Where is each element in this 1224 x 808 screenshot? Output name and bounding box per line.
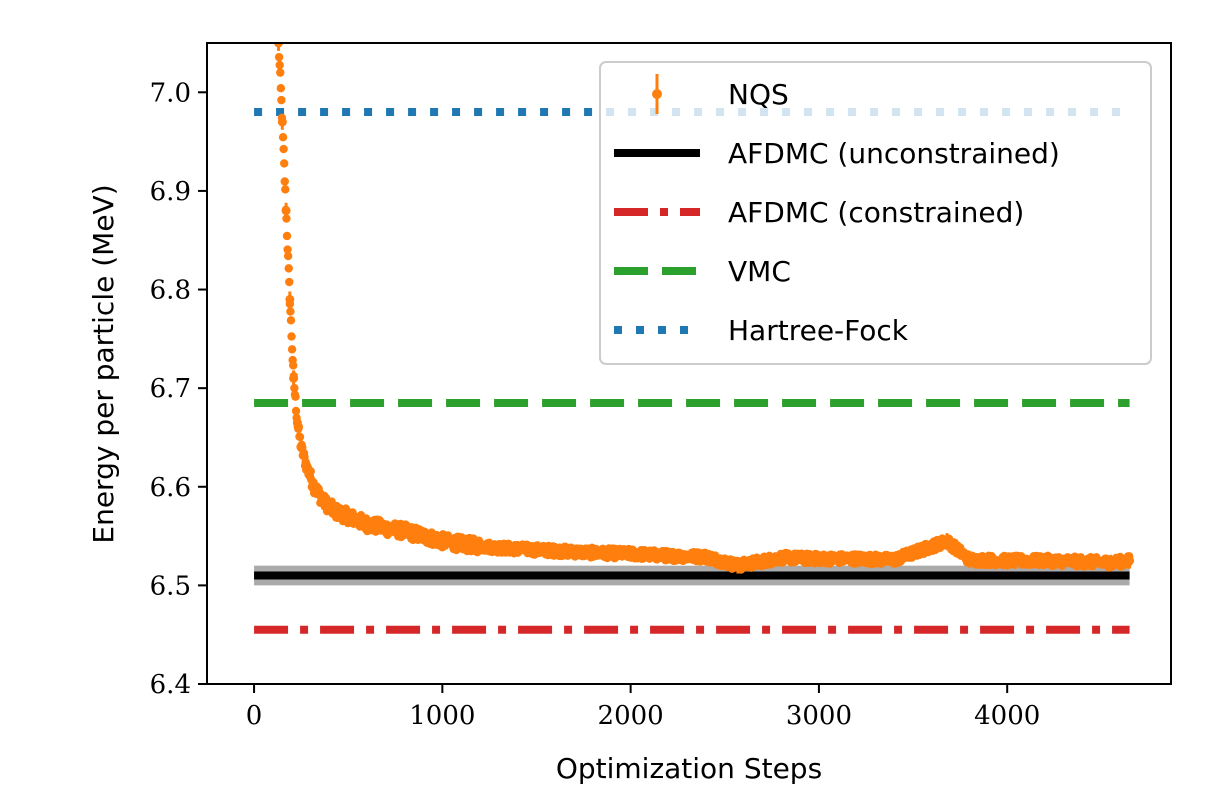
nqs-point: [289, 361, 298, 370]
nqs-point: [733, 561, 743, 571]
x-tick-label: 2000: [598, 701, 664, 731]
y-tick-label: 6.7: [150, 374, 191, 404]
nqs-point: [291, 406, 301, 416]
nqs-point: [437, 536, 447, 546]
plot-frame: [206, 42, 1172, 685]
legend-afdmc-unconstrained-label: AFDMC (unconstrained): [728, 137, 1060, 170]
nqs-series: [274, 43, 1135, 574]
y-tick-label: 6.6: [150, 473, 191, 503]
nqs-point: [1125, 556, 1135, 566]
nqs-point: [278, 132, 288, 142]
x-tick-label: 1000: [409, 701, 475, 731]
legend-hartree-fock-label: Hartree-Fock: [728, 314, 909, 347]
nqs-point: [309, 482, 319, 492]
legend: NQS AFDMC (unconstrained) AFDMC (constrain…: [599, 61, 1152, 365]
nqs-point: [343, 511, 353, 521]
nqs-point: [279, 144, 288, 154]
nqs-point: [588, 548, 598, 558]
nqs-point: [513, 544, 523, 554]
nqs-point: [852, 554, 862, 564]
nqs-point: [276, 84, 286, 93]
nqs-point: [302, 462, 312, 472]
nqs-point: [663, 551, 673, 561]
y-tick-label: 6.5: [150, 571, 191, 601]
nqs-point: [284, 264, 293, 273]
nqs-point: [283, 251, 293, 261]
nqs-point: [281, 185, 290, 194]
y-tick-label: 7.0: [150, 78, 191, 108]
legend-box: [599, 61, 1152, 365]
y-tick-label: 6.4: [150, 670, 191, 700]
nqs-point: [280, 177, 289, 186]
nqs-point: [277, 95, 286, 105]
nqs-point: [292, 418, 302, 428]
nqs-point: [330, 506, 340, 516]
x-tick-label: 3000: [786, 701, 852, 731]
nqs-point: [701, 552, 711, 562]
legend-nqs-marker: [652, 89, 662, 99]
nqs-point: [295, 432, 305, 442]
y-tick-label: 6.8: [150, 276, 191, 306]
nqs-point: [494, 543, 504, 553]
nqs-point: [286, 307, 295, 316]
nqs-point: [289, 373, 299, 383]
nqs-point: [287, 345, 297, 354]
nqs-point: [319, 497, 329, 507]
x-tick-label: 4000: [974, 701, 1040, 731]
nqs-point: [942, 536, 952, 546]
nqs-point: [1002, 556, 1012, 566]
x-tick-label: 0: [246, 701, 263, 731]
nqs-point: [282, 214, 291, 223]
nqs-point: [282, 231, 292, 241]
nqs-point: [814, 554, 824, 564]
nqs-point: [776, 553, 786, 563]
nqs-point: [287, 332, 296, 341]
nqs-point: [281, 206, 291, 216]
nqs-point: [456, 539, 466, 549]
nqs-point: [1040, 556, 1050, 566]
nqs-point: [965, 555, 975, 565]
x-axis-title: Optimization Steps: [556, 752, 822, 785]
legend-vmc-label: VMC: [728, 255, 791, 288]
x-axis: 0 1000 2000 3000 4000: [246, 684, 1040, 731]
nqs-point: [381, 523, 391, 533]
nqs-point: [419, 531, 429, 541]
y-axis: 6.4 6.5 6.6 6.7 6.8 6.9 7.0: [150, 78, 207, 700]
nqs-point: [400, 526, 410, 536]
nqs-point: [889, 555, 899, 565]
nqs-point: [276, 68, 285, 77]
nqs-point: [291, 392, 300, 401]
y-axis-title: Energy per particle (MeV): [87, 184, 120, 543]
nqs-point: [277, 117, 287, 127]
nqs-point: [286, 316, 296, 325]
nqs-point: [1078, 557, 1088, 567]
nqs-point: [274, 43, 284, 48]
nqs-point: [285, 294, 295, 304]
nqs-point: [1106, 558, 1116, 568]
nqs-point: [550, 546, 560, 556]
nqs-point: [362, 519, 372, 529]
nqs-point: [274, 52, 284, 62]
nqs-point: [296, 442, 306, 452]
nqs-point: [626, 549, 636, 559]
nqs-point: [531, 545, 541, 555]
nqs-point: [285, 277, 294, 287]
y-tick-label: 6.9: [150, 177, 191, 207]
nqs-point: [275, 60, 284, 70]
nqs-point: [283, 245, 292, 254]
nqs-point: [279, 159, 289, 168]
plot-area: [254, 43, 1135, 634]
legend-afdmc-constrained-label: AFDMC (constrained): [728, 196, 1024, 229]
legend-nqs-label: NQS: [728, 78, 789, 111]
nqs-point: [475, 541, 485, 551]
